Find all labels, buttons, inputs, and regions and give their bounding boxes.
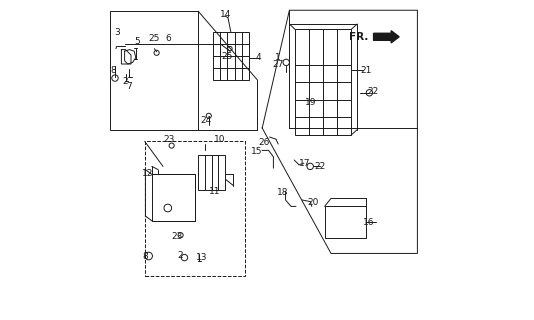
Text: 16: 16 — [363, 218, 374, 227]
Text: 8: 8 — [142, 252, 147, 261]
Text: 25: 25 — [221, 52, 232, 60]
Text: 10: 10 — [214, 135, 225, 144]
Text: 1: 1 — [276, 53, 281, 62]
Text: 11: 11 — [209, 187, 221, 196]
Text: FR.: FR. — [349, 32, 369, 42]
Text: 18: 18 — [277, 188, 288, 197]
Text: 27: 27 — [272, 60, 284, 68]
Text: 3: 3 — [115, 28, 121, 37]
Text: 22: 22 — [315, 162, 326, 171]
Text: 26: 26 — [258, 138, 270, 147]
Text: 7: 7 — [126, 82, 132, 91]
Text: 20: 20 — [308, 198, 319, 207]
Text: 23: 23 — [172, 232, 183, 241]
FancyArrow shape — [374, 31, 399, 43]
Text: 4: 4 — [255, 53, 261, 62]
Text: 12: 12 — [142, 169, 154, 178]
Text: 13: 13 — [195, 253, 207, 262]
Text: 17: 17 — [299, 159, 310, 168]
Bar — [145, 141, 245, 276]
Text: 2: 2 — [178, 252, 183, 260]
Bar — [295, 29, 351, 135]
Bar — [325, 206, 366, 238]
Text: 5: 5 — [134, 37, 139, 46]
Text: 2: 2 — [123, 77, 128, 86]
Text: 6: 6 — [165, 34, 171, 43]
Bar — [198, 155, 225, 190]
Text: 15: 15 — [251, 147, 263, 156]
Bar — [213, 32, 249, 80]
Text: 14: 14 — [219, 10, 231, 19]
Text: 19: 19 — [305, 98, 317, 107]
Text: 25: 25 — [148, 34, 160, 43]
Text: 24: 24 — [200, 116, 211, 124]
Bar — [152, 174, 195, 221]
Bar — [109, 11, 198, 130]
Text: 23: 23 — [163, 135, 175, 144]
Text: 21: 21 — [360, 66, 371, 75]
Text: 8: 8 — [110, 66, 116, 75]
Text: 22: 22 — [367, 87, 379, 96]
